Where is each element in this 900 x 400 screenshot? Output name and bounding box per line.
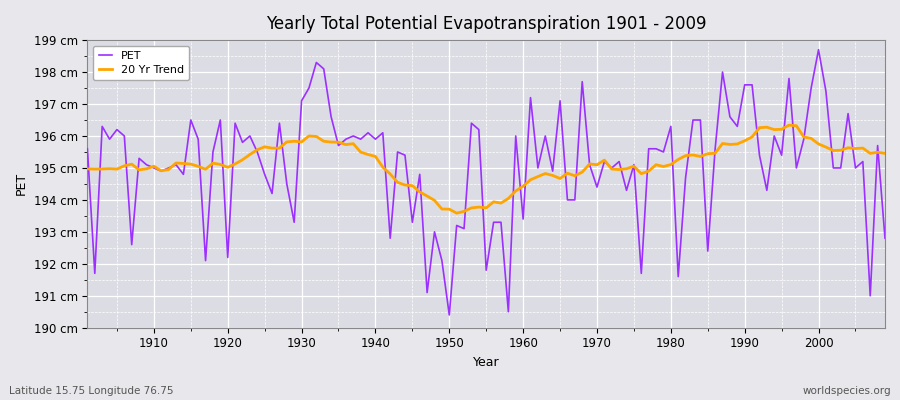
20 Yr Trend — [82, 166, 93, 171]
20 Yr Trend — [525, 177, 535, 182]
Y-axis label: PET: PET — [15, 172, 28, 196]
PET — [348, 134, 359, 138]
Text: Latitude 15.75 Longitude 76.75: Latitude 15.75 Longitude 76.75 — [9, 386, 174, 396]
PET — [518, 217, 528, 222]
20 Yr Trend — [303, 134, 314, 138]
Legend: PET, 20 Yr Trend: PET, 20 Yr Trend — [93, 46, 189, 80]
20 Yr Trend — [141, 166, 152, 171]
20 Yr Trend — [348, 141, 359, 146]
20 Yr Trend — [879, 151, 890, 156]
Line: PET: PET — [87, 50, 885, 315]
Line: 20 Yr Trend: 20 Yr Trend — [87, 125, 885, 213]
PET — [813, 47, 824, 52]
PET — [614, 159, 625, 164]
X-axis label: Year: Year — [472, 356, 500, 369]
PET — [303, 86, 314, 90]
Text: worldspecies.org: worldspecies.org — [803, 386, 891, 396]
20 Yr Trend — [518, 184, 528, 188]
PET — [141, 162, 152, 167]
PET — [879, 236, 890, 241]
20 Yr Trend — [784, 123, 795, 128]
PET — [525, 95, 535, 100]
PET — [444, 312, 454, 317]
20 Yr Trend — [451, 211, 462, 216]
Title: Yearly Total Potential Evapotranspiration 1901 - 2009: Yearly Total Potential Evapotranspiratio… — [266, 15, 706, 33]
20 Yr Trend — [614, 167, 625, 172]
PET — [82, 146, 93, 151]
